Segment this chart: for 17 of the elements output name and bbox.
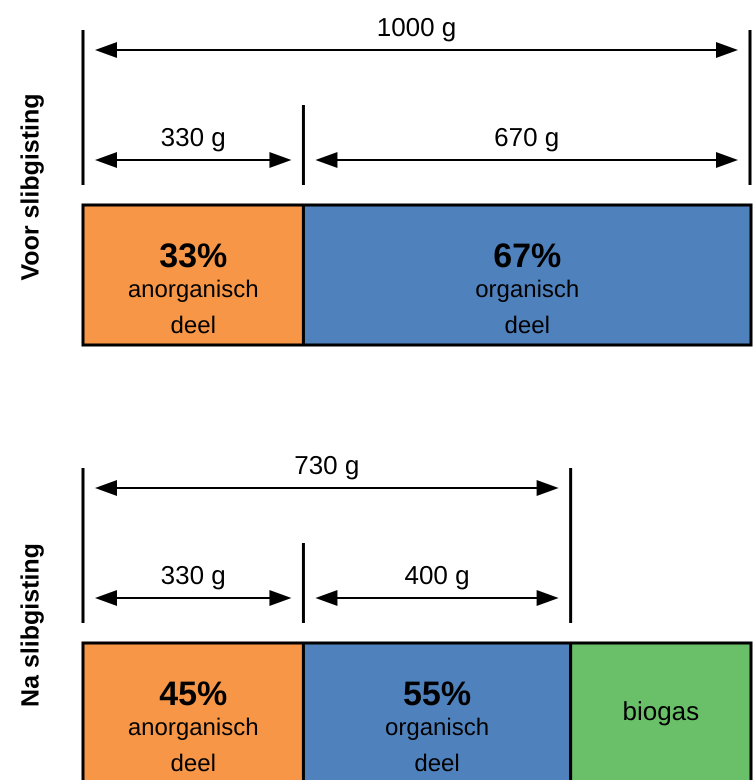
- series-label: organisch deel: [385, 714, 490, 777]
- text: 1000 g: [376, 12, 456, 42]
- text: 330 g: [160, 560, 226, 590]
- y-axis-title: Voor slibgisting: [16, 93, 45, 281]
- series-label: biogas: [622, 696, 700, 726]
- text: 730 g: [294, 450, 360, 480]
- y-axis-title: Na slibgisting: [16, 543, 45, 707]
- series-label: anorganisch deel: [128, 714, 259, 777]
- annotation: 67%: [493, 237, 562, 275]
- text: 400 g: [404, 560, 470, 590]
- annotation: 33%: [159, 237, 228, 275]
- text: 670 g: [494, 122, 560, 152]
- text: 330 g: [160, 122, 226, 152]
- series-label: anorganisch deel: [128, 276, 259, 339]
- annotation: 45%: [159, 675, 228, 713]
- annotation: 55%: [403, 675, 472, 713]
- series-label: organisch deel: [475, 276, 580, 339]
